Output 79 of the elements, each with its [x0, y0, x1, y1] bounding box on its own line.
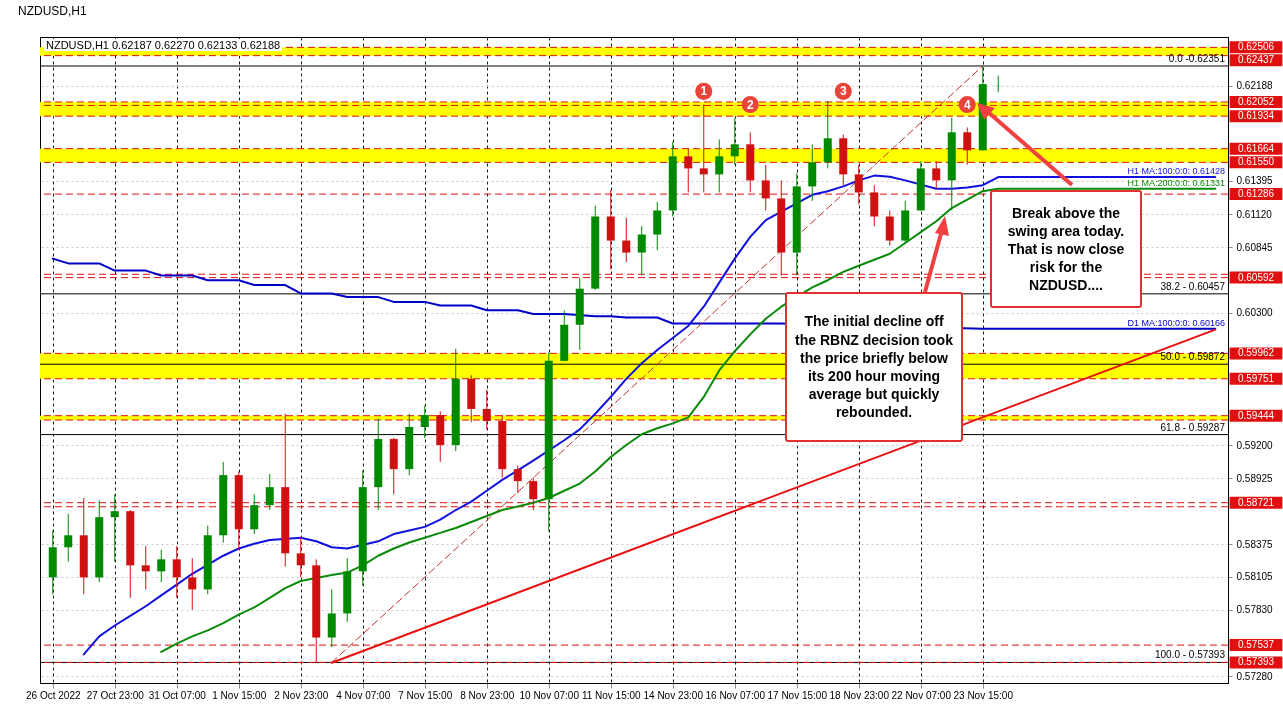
annotation: 0.0 -0.62351 [1168, 52, 1226, 64]
candlestick [110, 493, 119, 563]
x-tick-label: 7 Nov 15:00 [398, 689, 453, 701]
y-tick-label: 0.60300 [1236, 307, 1274, 319]
series-label: H1 MA:100:0:0: 0.61428 [1127, 166, 1225, 177]
ref-line-label: 0.59962 [1237, 347, 1275, 359]
x-tick-label: 8 Nov 23:00 [460, 689, 515, 701]
callout-box: Break above the swing area today. That is now close risk for the NZDUSD.... [990, 190, 1142, 308]
x-tick-label: 2 Nov 23:00 [274, 689, 329, 701]
candlestick [172, 545, 181, 599]
candlestick [188, 557, 197, 611]
candlestick [265, 473, 274, 511]
x-tick-label: 26 Oct 2022 [26, 689, 81, 701]
x-tick-label: 4 Nov 07:00 [336, 689, 391, 701]
y-tick-label: 0.59200 [1236, 439, 1274, 451]
candlestick [761, 164, 770, 211]
y-tick-label: 0.61120 [1236, 208, 1273, 220]
candlestick [529, 477, 538, 511]
candlestick [715, 138, 724, 193]
ref-line-label: 0.62506 [1237, 41, 1275, 53]
annotation: 50.0 - 0.59872 [1160, 351, 1226, 363]
candlestick [684, 147, 693, 193]
y-tick-label: 0.62188 [1236, 80, 1274, 92]
y-tick-label: 0.61395 [1236, 175, 1274, 187]
candlestick [296, 537, 305, 578]
annotation: 1 [700, 84, 708, 99]
ref-line-label: 0.57393 [1237, 656, 1275, 668]
candlestick [854, 164, 863, 205]
ref-line-label: 0.59751 [1237, 372, 1275, 384]
chart-subtitle: NZDUSD,H1 0.62187 0.62270 0.62133 0.62188 [44, 39, 283, 51]
candlestick [513, 465, 522, 494]
x-tick-label: 10 Nov 07:00 [519, 689, 580, 701]
candlestick [963, 126, 972, 166]
x-tick-label: 17 Nov 15:00 [767, 689, 828, 701]
series-label: H1 MA:200:0:0: 0.61331 [1127, 177, 1225, 188]
annotation: 3 [839, 84, 847, 99]
y-tick-label: 0.58105 [1236, 571, 1274, 583]
y-tick-label: 0.60845 [1236, 241, 1274, 253]
annotation: 61.8 - 0.59287 [1160, 421, 1226, 433]
candlestick [932, 160, 941, 190]
annotation: 38.2 - 0.60457 [1160, 280, 1226, 292]
candlestick [699, 104, 708, 193]
annotation: 100.0 - 0.57393 [1154, 649, 1226, 661]
x-tick-label: 14 Nov 23:00 [643, 689, 704, 701]
x-tick-label: 1 Nov 15:00 [212, 689, 267, 701]
y-tick-label: 0.58375 [1236, 538, 1274, 550]
ref-line-label: 0.62437 [1237, 54, 1275, 66]
x-tick-label: 31 Oct 07:00 [148, 689, 207, 701]
annotation: 4 [963, 97, 971, 112]
annotation: 2 [746, 97, 754, 112]
x-tick-label: 11 Nov 15:00 [581, 689, 642, 701]
ref-line-label: 0.61934 [1237, 110, 1275, 122]
ref-line-label: 0.59444 [1237, 409, 1275, 421]
candlestick [420, 404, 429, 439]
callout-box: The initial decline off the RBNZ decision took the price briefly below its 200 hour moving average but quickly rebounded. [785, 292, 963, 442]
ref-line-label: 0.57537 [1237, 639, 1275, 651]
ref-line-label: 0.61286 [1237, 188, 1275, 200]
candlestick [730, 117, 739, 166]
ref-line-label: 0.61550 [1237, 156, 1275, 168]
series-label: D1 MA:100:0:0: 0.60166 [1127, 317, 1225, 328]
x-tick-label: 23 Nov 15:00 [953, 689, 1014, 701]
ref-line-label: 0.60592 [1237, 271, 1275, 283]
candlestick [622, 217, 631, 263]
x-tick-label: 16 Nov 07:00 [705, 689, 766, 701]
y-tick-label: 0.57830 [1236, 604, 1274, 616]
ref-line-label: 0.58721 [1237, 496, 1275, 508]
ref-line-label: 0.62052 [1237, 95, 1275, 107]
x-tick-label: 22 Nov 07:00 [891, 689, 952, 701]
x-tick-label: 18 Nov 23:00 [829, 689, 890, 701]
x-tick-label: 27 Oct 23:00 [86, 689, 145, 701]
ref-line-label: 0.61664 [1237, 142, 1275, 154]
candlestick [482, 389, 491, 430]
candlestick [157, 549, 166, 583]
candlestick [64, 513, 73, 563]
chart-title: NZDUSD,H1 [16, 4, 89, 18]
candlestick [637, 225, 646, 276]
y-tick-label: 0.57280 [1236, 670, 1274, 682]
candlestick [141, 545, 150, 590]
y-tick-label: 0.58925 [1236, 472, 1274, 484]
